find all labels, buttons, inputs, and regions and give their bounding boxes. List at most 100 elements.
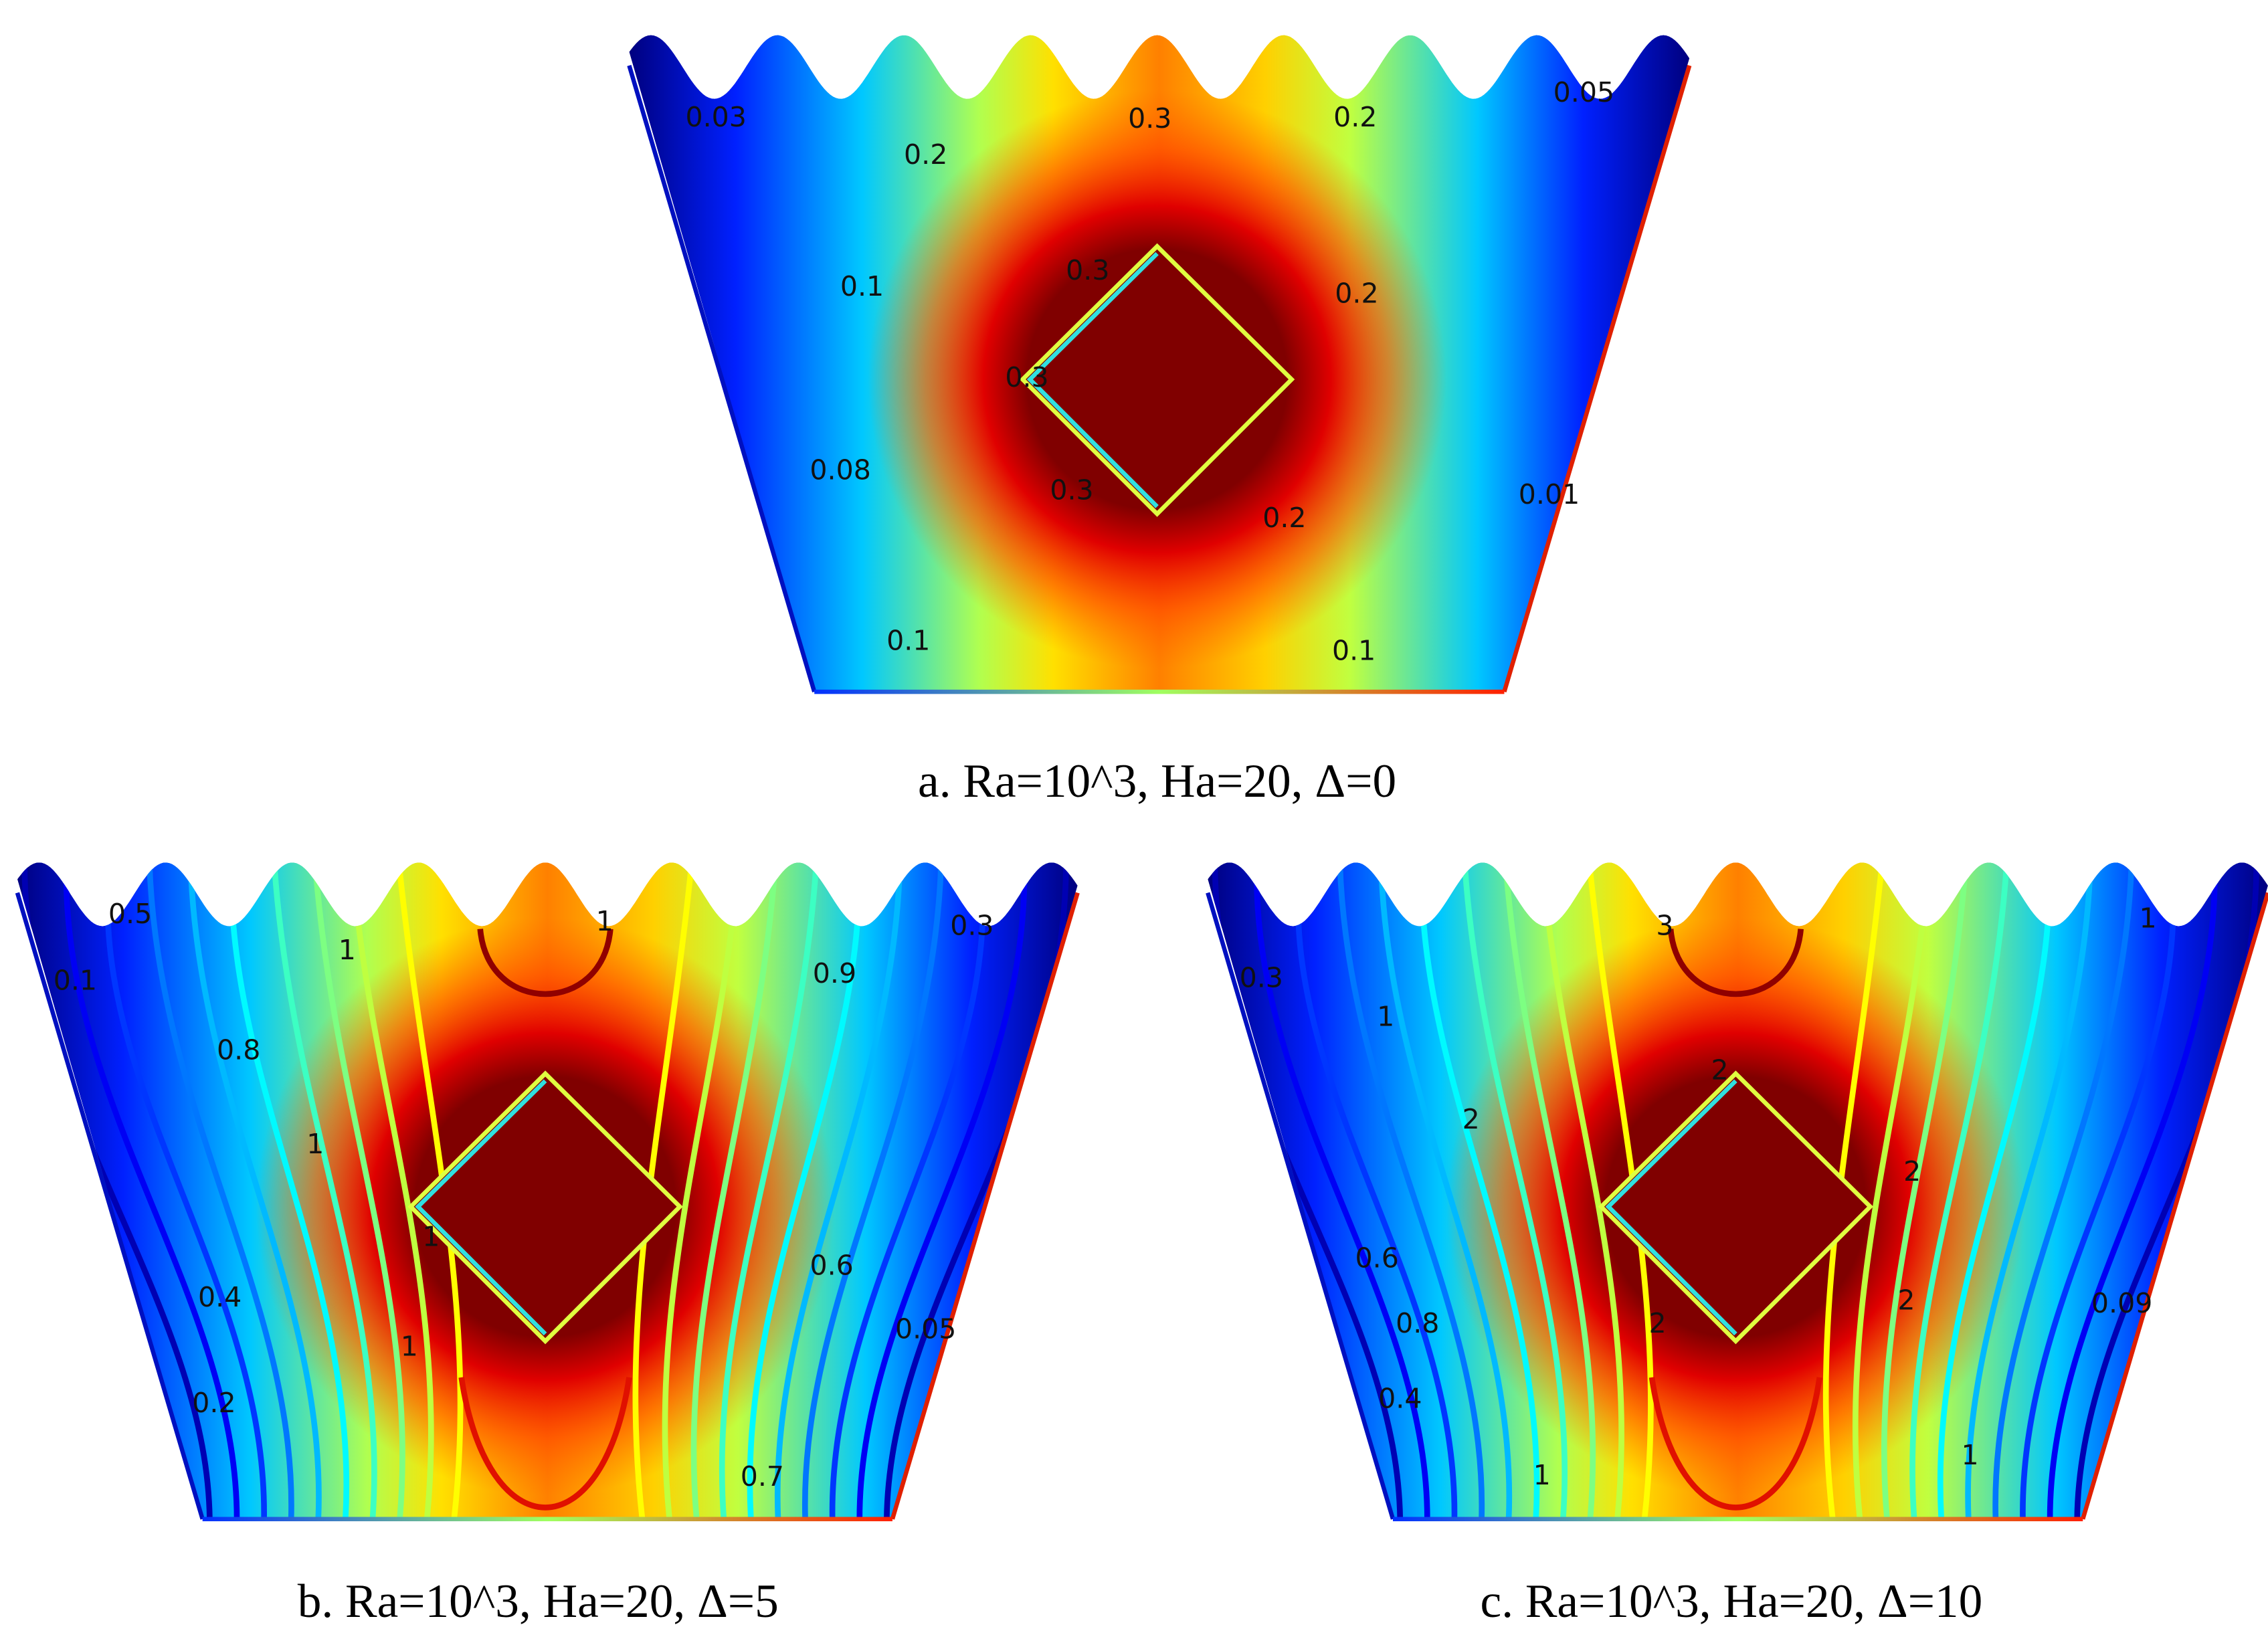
contour-label: 2 — [1711, 1054, 1729, 1086]
right-wall — [890, 892, 1080, 1520]
contour-label: 0.3 — [1050, 474, 1093, 506]
contour-line — [1965, 877, 2093, 1519]
heater — [1598, 1070, 1874, 1345]
contour-label: 0.6 — [1355, 1242, 1399, 1274]
contour-label: 0.4 — [1378, 1382, 1422, 1414]
contour-label: 0.6 — [810, 1250, 853, 1282]
contour-line — [147, 864, 294, 1519]
contour-label: 0.1 — [54, 965, 97, 997]
contour-label: 0.3 — [1005, 361, 1048, 393]
left-wall — [15, 892, 205, 1520]
contour-label: 0.5 — [108, 898, 152, 930]
contour-label: 0.7 — [741, 1460, 784, 1492]
contour-label: 1 — [401, 1331, 418, 1363]
contour-line — [229, 918, 350, 1519]
contour-line — [1853, 918, 1926, 1519]
contour-label: 1 — [2139, 902, 2156, 935]
contour-label: 0.3 — [1240, 961, 1283, 993]
panel-caption: c. Ra=10^3, Ha=20, Δ=10 — [1481, 1575, 1983, 1628]
contour-label: 0.2 — [1262, 502, 1306, 534]
contour-line — [1420, 918, 1540, 1519]
contour-label: 0.3 — [1128, 102, 1171, 134]
contour-label: 0.4 — [198, 1281, 242, 1313]
left-wall — [1206, 892, 1396, 1520]
right-wall — [1502, 65, 1692, 693]
contour-label: 0.8 — [1396, 1307, 1439, 1339]
contour-line — [747, 918, 861, 1519]
contour-label: 2 — [1903, 1155, 1921, 1187]
contour-label: 1 — [1962, 1439, 1979, 1471]
contour-label: 1 — [1377, 1001, 1394, 1033]
left-wall — [627, 65, 817, 693]
contour-line — [856, 880, 1028, 1519]
contour-line — [1909, 866, 2010, 1519]
panel: 0.03 0.2 0.3 0.2 0.05 0.1 0.3 0.2 0.3 0.08 0.3 0.2 0… — [627, 35, 1692, 694]
contour-label: 0.03 — [685, 101, 746, 133]
contour-line — [477, 929, 613, 997]
contour-label: 2 — [1649, 1307, 1667, 1339]
contour-label: 0.2 — [904, 138, 947, 171]
contour-label: 0.05 — [1553, 76, 1614, 108]
contour-label: 0.8 — [217, 1034, 260, 1066]
contour-label: 0.01 — [1519, 478, 1580, 510]
contour-line — [1337, 864, 1485, 1519]
contour-line — [1378, 877, 1513, 1519]
contour-line — [719, 866, 820, 1519]
heater-edge — [1605, 1079, 1737, 1336]
contour-line — [458, 1377, 632, 1511]
contour-line — [801, 864, 944, 1519]
heater — [1019, 243, 1295, 517]
contour-line — [1881, 875, 1968, 1519]
contour-line — [355, 918, 434, 1519]
contour-line — [272, 866, 377, 1519]
contour-line — [188, 877, 322, 1519]
contour-label: 0.2 — [1335, 278, 1378, 310]
contour-label: 0.9 — [813, 957, 856, 989]
contour-line — [1545, 918, 1624, 1519]
contour-label: 0.1 — [1332, 635, 1376, 667]
heater-edge — [415, 1079, 547, 1336]
heater — [407, 1070, 683, 1345]
contour-label: 0.3 — [1066, 254, 1109, 286]
contour-line — [63, 880, 240, 1519]
contour-line — [662, 918, 736, 1519]
contour-label: 0.3 — [950, 909, 994, 941]
contour-label: 0.2 — [192, 1387, 235, 1419]
contour-line — [1295, 917, 1458, 1519]
heater-edge — [1026, 252, 1159, 508]
contour-label: 1 — [596, 905, 613, 937]
panel-caption: a. Ra=10^3, Ha=20, Δ=0 — [918, 755, 1396, 807]
contour-line — [1992, 864, 2135, 1519]
contour-label: 0.1 — [840, 270, 884, 302]
contour-label: 3 — [1656, 909, 1673, 941]
contour-label: 1 — [422, 1220, 440, 1252]
contour-label: 0.2 — [1333, 101, 1377, 133]
contour-label: 1 — [306, 1128, 324, 1160]
contour-label: 0.05 — [895, 1313, 956, 1345]
contour-line — [690, 875, 777, 1519]
contour-label: 2 — [1897, 1284, 1915, 1316]
contour-line — [775, 877, 903, 1519]
contour-line — [1937, 918, 2051, 1519]
right-wall — [2081, 892, 2268, 1520]
contour-line — [829, 917, 986, 1519]
contour-label: 0.08 — [810, 454, 870, 486]
contour-line — [313, 875, 405, 1519]
contour-label: 0.09 — [2091, 1287, 2152, 1319]
panel: 0.5 1 0.3 0.1 1 0.9 0.8 1 1 0.6 0.4 0.05 1 0.2 0.7 — [15, 862, 1080, 1521]
contour-line — [2047, 880, 2218, 1519]
contour-line — [1254, 880, 1430, 1519]
contour-line — [2020, 917, 2176, 1519]
contour-line — [1462, 866, 1568, 1519]
contour-line — [1503, 875, 1596, 1519]
contour-label: 0.1 — [886, 625, 930, 657]
panel: 3 1 0.3 1 2 2 2 0.6 2 0.09 0.8 2 0.4 1 1 — [1206, 862, 2268, 1521]
contour-label: 1 — [339, 934, 356, 966]
contour-line — [1667, 929, 1804, 997]
contour-label: 1 — [1533, 1459, 1551, 1491]
contour-label: 2 — [1462, 1103, 1480, 1135]
contour-line — [104, 917, 267, 1519]
panel-caption: b. Ra=10^3, Ha=20, Δ=5 — [298, 1575, 779, 1628]
